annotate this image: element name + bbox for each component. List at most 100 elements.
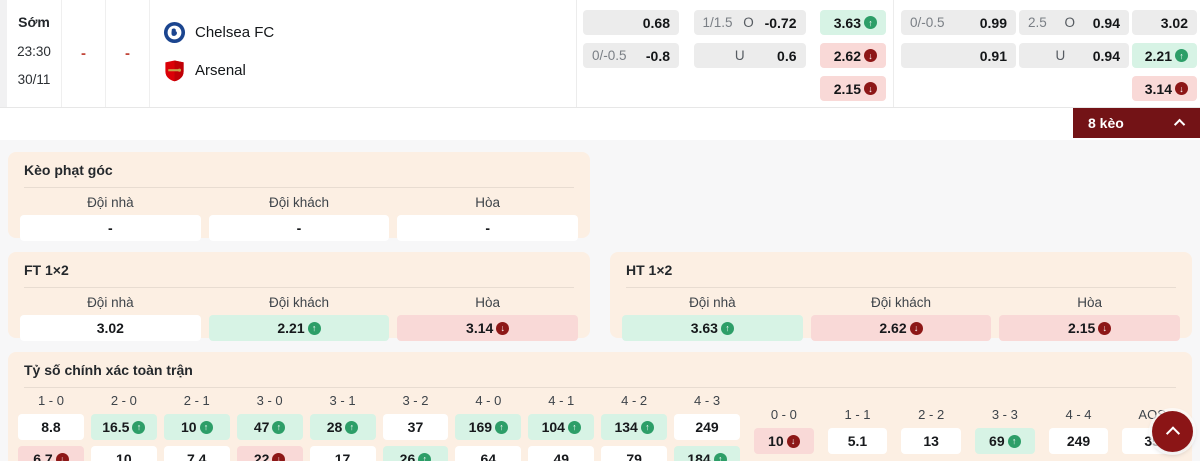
handicap2-home-odd: 0.99 xyxy=(979,14,1007,31)
1x2-2-home-cell[interactable]: 3.02 xyxy=(1132,10,1197,35)
left-edge-strip xyxy=(0,0,7,107)
score-odd[interactable]: 22 xyxy=(236,446,303,461)
1x2-draw-cell[interactable]: 2.15 xyxy=(820,76,886,101)
score-col-3-1: 3 - 1 28 17 xyxy=(309,393,376,461)
empty-cell xyxy=(694,76,806,101)
trend-up-icon xyxy=(199,420,213,434)
ft-away-header: Đội khách xyxy=(268,295,330,310)
score-column-1: - xyxy=(62,0,106,107)
score-odd[interactable]: 47 xyxy=(236,414,303,440)
score-odd[interactable]: 64 xyxy=(455,446,522,461)
1x2-away-cell[interactable]: 2.62 xyxy=(820,43,886,68)
handicap2-away-cell[interactable]: 0.91 xyxy=(901,43,1016,68)
score-odd[interactable]: 13 xyxy=(901,428,961,454)
score-odd[interactable]: 10 xyxy=(163,414,230,440)
handicap-odds-column: 0.68 0/-0.5 -0.8 xyxy=(583,10,679,107)
1x2-2-draw-cell[interactable]: 3.14 xyxy=(1132,76,1197,101)
handicap-home-cell[interactable]: 0.68 xyxy=(583,10,679,35)
corner-home-header: Đội nhà xyxy=(87,195,134,210)
under-cell[interactable]: U 0.6 xyxy=(693,43,806,68)
away-team-row[interactable]: Arsenal xyxy=(150,51,576,89)
score-odd[interactable]: 184 xyxy=(674,446,740,461)
1x2-away-odd: 2.62 xyxy=(833,47,861,64)
trend-up-icon xyxy=(345,420,359,434)
score-odd[interactable]: 7.4 xyxy=(163,446,230,461)
score-odd[interactable]: 69 xyxy=(975,428,1035,454)
ht-section-title: HT 1×2 xyxy=(626,262,673,278)
score-label: 4 - 0 xyxy=(475,393,502,408)
handicap-away-cell[interactable]: 0/-0.5 -0.8 xyxy=(583,43,679,68)
scroll-to-top-button[interactable] xyxy=(1152,411,1193,452)
corner-odds-section: Kèo phạt góc Đội nhà Đội khách Hòa - - - xyxy=(8,152,590,241)
score-col-1-0: 1 - 0 8.8 6.7 xyxy=(18,393,84,461)
empty-cell xyxy=(901,76,1016,101)
score-odd[interactable]: 10 xyxy=(90,446,157,461)
score-odd[interactable]: 5.1 xyxy=(827,428,888,454)
ht-1x2-section: HT 1×2 Đội nhà Đội khách Hòa 3.63 2.62 2… xyxy=(610,252,1192,341)
trend-up-icon xyxy=(307,321,321,335)
ft-draw-header: Hòa xyxy=(475,295,501,310)
over2-cell[interactable]: 2.5 O 0.94 xyxy=(1019,10,1129,35)
handicap-away-odd: -0.8 xyxy=(645,47,670,64)
score-odd[interactable]: 8.8 xyxy=(18,414,84,440)
score-odd[interactable]: 249 xyxy=(1048,428,1109,454)
score-label: 3 - 0 xyxy=(256,393,283,408)
score-col-0-0: 0 - 0 10 xyxy=(754,407,814,460)
ht-draw-odd[interactable]: 2.15 xyxy=(999,315,1181,341)
corner-section-title: Kèo phạt góc xyxy=(24,162,113,178)
corner-away-odd[interactable]: - xyxy=(208,215,390,241)
score-odd[interactable]: 16.5 xyxy=(90,414,157,440)
score-odd[interactable]: 104 xyxy=(528,414,595,440)
trend-down-icon xyxy=(1098,321,1112,335)
over2-odd: 0.94 xyxy=(1092,14,1120,31)
1x2-home-odd: 3.63 xyxy=(833,14,861,31)
score-odd[interactable]: 17 xyxy=(309,446,376,461)
score-col-4-4: 4 - 4 249 xyxy=(1048,407,1109,460)
score-odd[interactable]: 249 xyxy=(674,414,740,440)
handicap-home-odd: 0.68 xyxy=(642,14,670,31)
over-cell[interactable]: 1/1.5 O -0.72 xyxy=(693,10,806,35)
ft-away-odd[interactable]: 2.21 xyxy=(208,315,390,341)
corner-home-odd[interactable]: - xyxy=(20,215,201,241)
over2-letter: O xyxy=(1064,15,1076,30)
score-col-2-2: 2 - 2 13 xyxy=(901,407,961,460)
match-time-column: Sớm 23:30 30/11 xyxy=(7,0,62,107)
chevron-up-icon xyxy=(1165,425,1180,440)
1x2-home-cell[interactable]: 3.63 xyxy=(820,10,886,35)
trend-down-icon xyxy=(55,452,69,461)
over2-line: 2.5 xyxy=(1028,15,1047,30)
arsenal-crest-icon xyxy=(165,59,184,81)
ft-section-title: FT 1×2 xyxy=(24,262,69,278)
trend-down-icon xyxy=(786,434,800,448)
trend-down-icon xyxy=(864,49,877,62)
ft-draw-odd[interactable]: 3.14 xyxy=(397,315,579,341)
early-market-label: Sớm xyxy=(18,14,50,30)
score-label: 1 - 1 xyxy=(844,407,871,422)
ht-away-odd[interactable]: 2.62 xyxy=(810,315,992,341)
score-odd[interactable]: 6.7 xyxy=(18,446,84,461)
1x2-2-draw-odd: 3.14 xyxy=(1144,80,1172,97)
kickoff-date: 30/11 xyxy=(17,72,51,87)
chevron-up-icon xyxy=(1173,118,1186,131)
home-team-row[interactable]: Chelsea FC xyxy=(150,13,576,51)
score-odd[interactable]: 169 xyxy=(455,414,522,440)
1x2-2-away-cell[interactable]: 2.21 xyxy=(1132,43,1197,68)
1x2-2-away-odd: 2.21 xyxy=(1144,47,1172,64)
handicap2-home-cell[interactable]: 0/-0.5 0.99 xyxy=(901,10,1016,35)
score-odd[interactable]: 79 xyxy=(601,446,668,461)
over-under2-odds-column: 2.5 O 0.94 U 0.94 xyxy=(1019,10,1129,107)
score-odd[interactable]: 49 xyxy=(528,446,595,461)
ft-home-odd[interactable]: 3.02 xyxy=(20,315,201,341)
ht-away-header: Đội khách xyxy=(870,295,932,310)
score-odd[interactable]: 37 xyxy=(382,414,449,440)
ht-home-odd[interactable]: 3.63 xyxy=(622,315,803,341)
score-odd[interactable]: 28 xyxy=(309,414,376,440)
under2-cell[interactable]: U 0.94 xyxy=(1019,43,1129,68)
odds-count-toggle[interactable]: 8 kèo xyxy=(1073,108,1200,138)
score-label: 4 - 3 xyxy=(694,393,721,408)
score-odd[interactable]: 10 xyxy=(754,428,814,454)
trend-up-icon xyxy=(272,420,286,434)
score-odd[interactable]: 134 xyxy=(601,414,668,440)
corner-draw-odd[interactable]: - xyxy=(397,215,579,241)
score-odd[interactable]: 26 xyxy=(382,446,449,461)
